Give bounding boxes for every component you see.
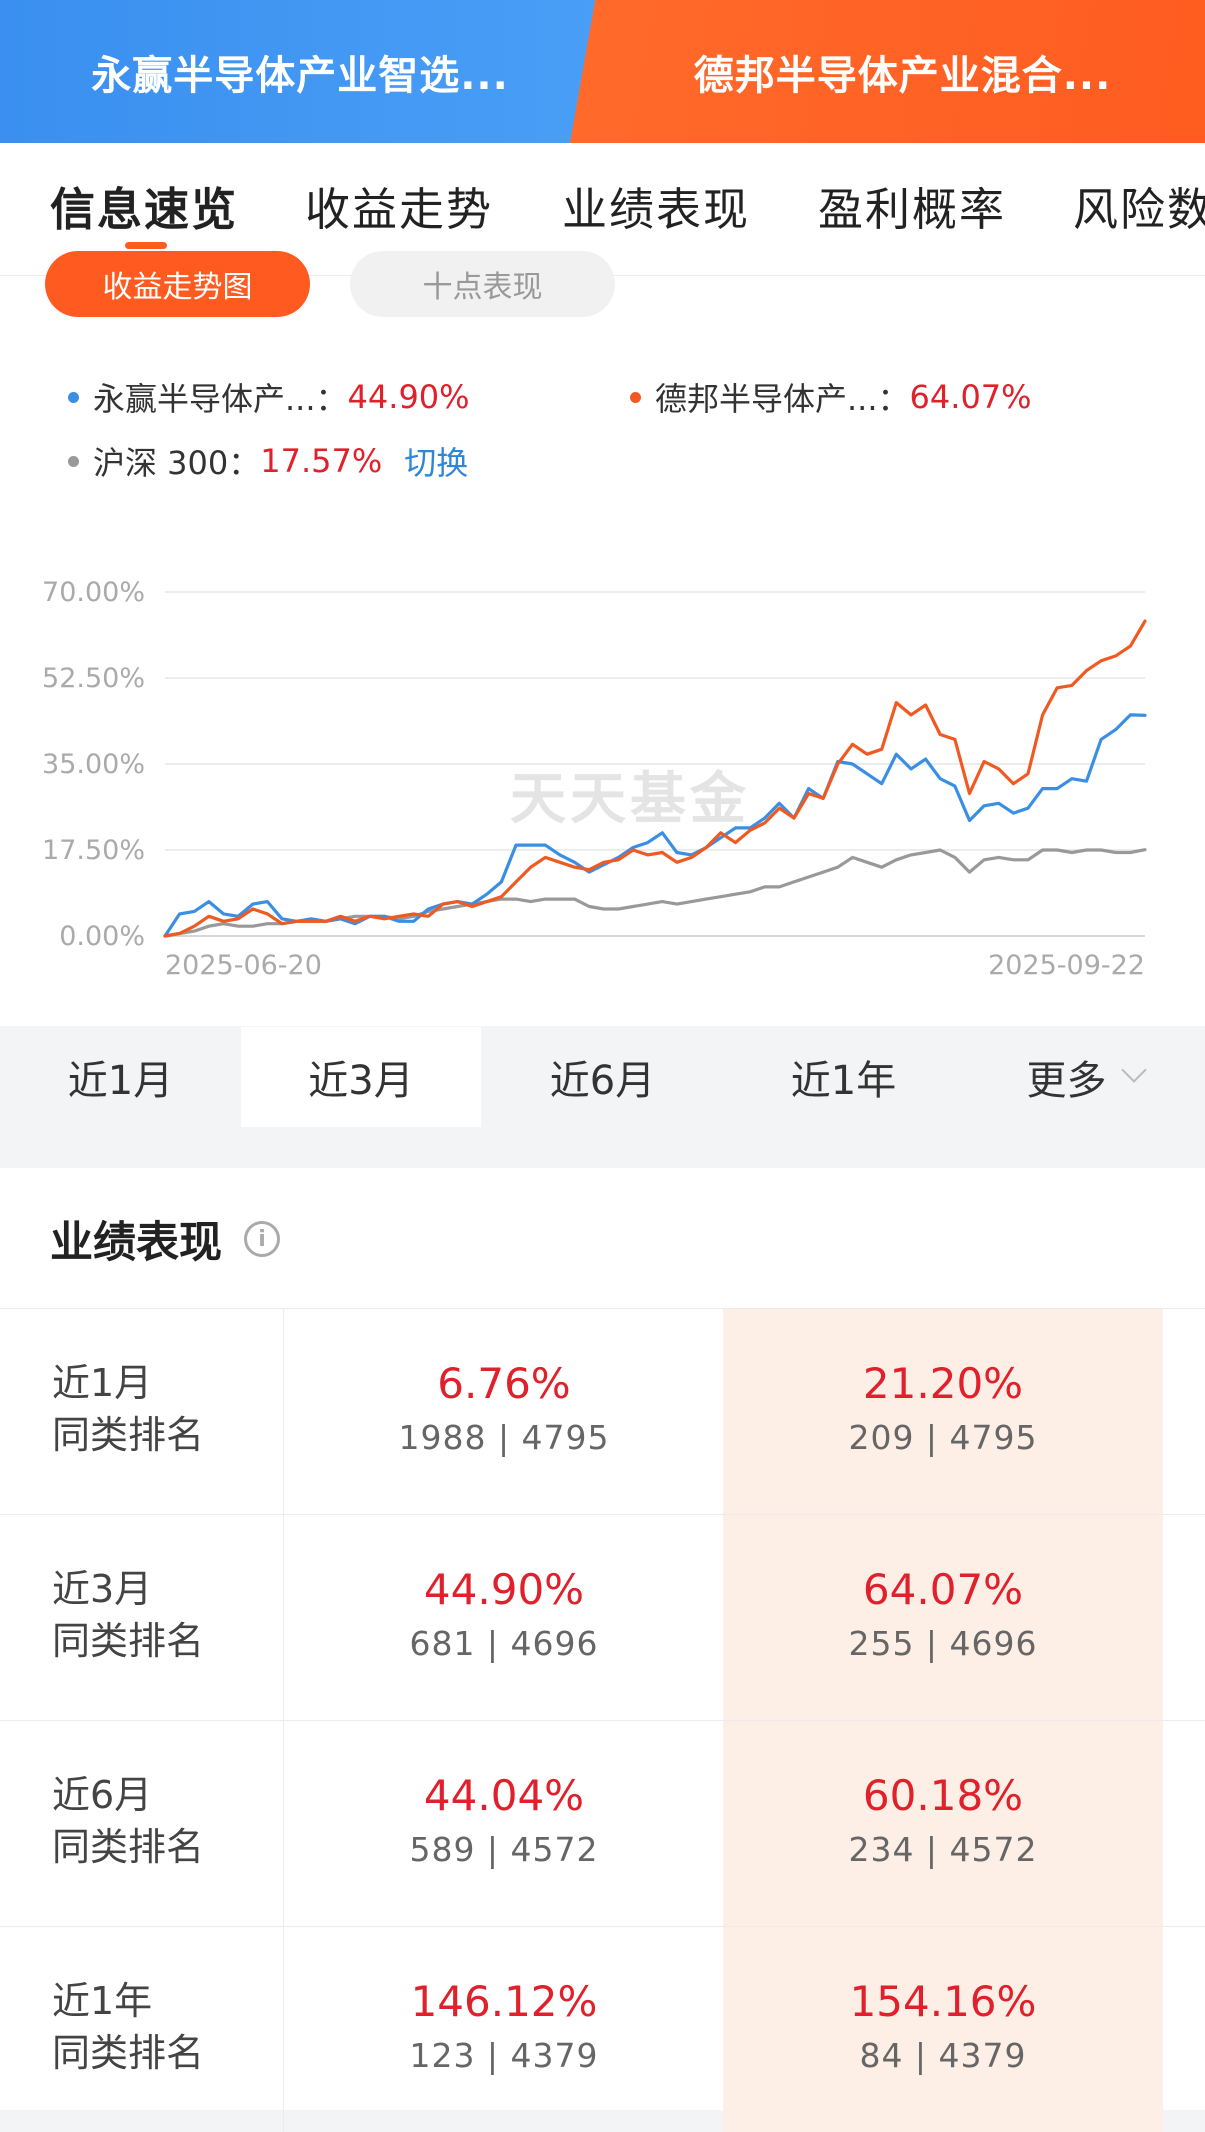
tab-profit-probability[interactable]: 盈利概率: [818, 183, 1007, 236]
active-tab-indicator: [125, 242, 167, 249]
fund-a-rank: 589 | 4572: [409, 1830, 599, 1869]
y-tick-label: 52.50%: [42, 663, 145, 694]
fund-a-cell: 44.90% 681 | 4696: [283, 1515, 724, 1720]
fund-b-rank: 84 | 4379: [859, 2036, 1027, 2075]
return-line-chart: 70.00% 52.50% 35.00% 17.50% 0.00% 2025-06-20 2…: [42, 577, 1147, 981]
performance-row: 近1月同类排名 6.76% 1988 | 4795 21.20% 209 | 4795: [0, 1308, 1205, 1514]
fund-b-rank: 234 | 4572: [848, 1830, 1038, 1869]
fund-a-return: 44.04%: [423, 1771, 585, 1820]
row-period: 近6月: [52, 1773, 153, 1817]
row-label: 近1月同类排名: [52, 1357, 204, 1461]
fund-a-rank: 123 | 4379: [409, 2036, 599, 2075]
fund-b-return: 60.18%: [862, 1771, 1024, 1820]
legend-fund-a: 永赢半导体产...： 44.90%: [68, 374, 470, 420]
fund-b-rank: 209 | 4795: [848, 1418, 1038, 1457]
performance-section: 业绩表现 i 近1月同类排名 6.76% 1988 | 4795 21.20% 209 …: [0, 1168, 1205, 2132]
legend-fund-b-value: 64.07%: [909, 378, 1032, 416]
fund-a-cell: 6.76% 1988 | 4795: [283, 1309, 724, 1514]
performance-title: 业绩表现 i: [50, 1208, 280, 1270]
legend-fund-b-name: 德邦半导体产...: [655, 380, 878, 418]
row-label: 近3月同类排名: [52, 1563, 204, 1667]
row-period: 近3月: [52, 1567, 153, 1611]
fund-b-cell: 64.07% 255 | 4696: [723, 1515, 1163, 1720]
fund-b-cell: 154.16% 84 | 4379: [723, 1927, 1163, 2132]
period-1m[interactable]: 近1月: [67, 1058, 174, 1104]
fund-a-return: 146.12%: [410, 1977, 598, 2026]
row-period: 近1月: [52, 1361, 153, 1405]
performance-row: 近1年同类排名 146.12% 123 | 4379 154.16% 84 | 4379: [0, 1926, 1205, 2132]
period-tab-bar: 近1月 近3月 近6月 近1年 更多: [0, 1027, 1205, 1127]
row-label: 近6月同类排名: [52, 1769, 204, 1873]
legend-fund-a-name: 永赢半导体产...: [93, 380, 316, 418]
y-tick-label: 35.00%: [42, 749, 145, 780]
x-tick-label: 2025-06-20: [165, 950, 322, 981]
tab-risk-data[interactable]: 风险数: [1073, 183, 1205, 236]
watermark: 天天基金: [510, 766, 750, 832]
fund-b-return: 21.20%: [862, 1359, 1024, 1408]
series-line-1: [163, 619, 1147, 938]
fund-b-return: 64.07%: [862, 1565, 1024, 1614]
fund-tab-right[interactable]: 德邦半导体产业混合...: [600, 0, 1205, 143]
legend-dot-gray: [68, 455, 79, 467]
row-rank-caption: 同类排名: [52, 1619, 205, 1663]
info-icon[interactable]: i: [244, 1221, 280, 1257]
fund-b-cell: 21.20% 209 | 4795: [723, 1309, 1163, 1514]
fund-a-return: 44.90%: [423, 1565, 585, 1614]
tab-performance[interactable]: 业绩表现: [562, 183, 751, 236]
x-tick-label: 2025-09-22: [988, 950, 1145, 981]
fund-b-return: 154.16%: [849, 1977, 1037, 2026]
legend-dot-orange: [630, 391, 641, 403]
fund-b-cell: 60.18% 234 | 4572: [723, 1721, 1163, 1926]
chart-toggle-active[interactable]: 收益走势图: [45, 251, 310, 317]
fund-tab-right-label: 德邦半导体产业混合...: [693, 52, 1112, 99]
period-more[interactable]: 更多: [964, 1027, 1205, 1127]
fund-a-rank: 1988 | 4795: [398, 1418, 610, 1457]
switch-benchmark-link[interactable]: 切换: [404, 444, 469, 482]
legend-index: 沪深 300： 17.57% 切换: [68, 438, 468, 484]
fund-b-rank: 255 | 4696: [848, 1624, 1038, 1663]
y-tick-label: 17.50%: [42, 835, 145, 866]
row-rank-caption: 同类排名: [52, 2031, 205, 2075]
fund-tab-left[interactable]: 永赢半导体产业智选...: [0, 0, 640, 143]
row-rank-caption: 同类排名: [52, 1825, 205, 1869]
period-3m[interactable]: 近3月: [241, 1027, 481, 1127]
legend-fund-b: 德邦半导体产...： 64.07%: [630, 374, 1032, 420]
performance-row: 近6月同类排名 44.04% 589 | 4572 60.18% 234 | 4572: [0, 1720, 1205, 1926]
fund-a-return: 6.76%: [437, 1359, 571, 1408]
series-line-2: [163, 848, 1147, 938]
chart-toggle-inactive[interactable]: 十点表现: [350, 251, 615, 317]
period-1y[interactable]: 近1年: [790, 1058, 897, 1104]
fund-tab-left-label: 永赢半导体产业智选...: [91, 52, 509, 99]
row-label: 近1年同类排名: [52, 1975, 204, 2079]
period-6m[interactable]: 近6月: [549, 1058, 656, 1104]
row-rank-caption: 同类排名: [52, 1413, 205, 1457]
tab-return-trend[interactable]: 收益走势: [305, 183, 494, 236]
return-chart-card: 收益走势图 十点表现 永赢半导体产...： 44.90% 德邦半导体产...： 64…: [0, 251, 1205, 1026]
chevron-down-icon: [1120, 1057, 1147, 1083]
tab-overview[interactable]: 信息速览: [50, 183, 239, 236]
legend-dot-blue: [68, 391, 79, 403]
fund-a-cell: 44.04% 589 | 4572: [283, 1721, 724, 1926]
legend-index-name: 沪深 300: [93, 444, 229, 482]
performance-row: 近3月同类排名 44.90% 681 | 4696 64.07% 255 | 4696: [0, 1514, 1205, 1720]
fund-a-cell: 146.12% 123 | 4379: [283, 1927, 724, 2132]
legend-index-value: 17.57%: [260, 442, 383, 480]
y-tick-label: 70.00%: [42, 577, 145, 608]
legend-fund-a-value: 44.90%: [347, 378, 470, 416]
y-tick-label: 0.00%: [59, 921, 145, 952]
fund-a-rank: 681 | 4696: [409, 1624, 599, 1663]
fund-compare-header: 永赢半导体产业智选... 德邦半导体产业混合...: [0, 0, 1205, 143]
row-period: 近1年: [52, 1979, 153, 2023]
